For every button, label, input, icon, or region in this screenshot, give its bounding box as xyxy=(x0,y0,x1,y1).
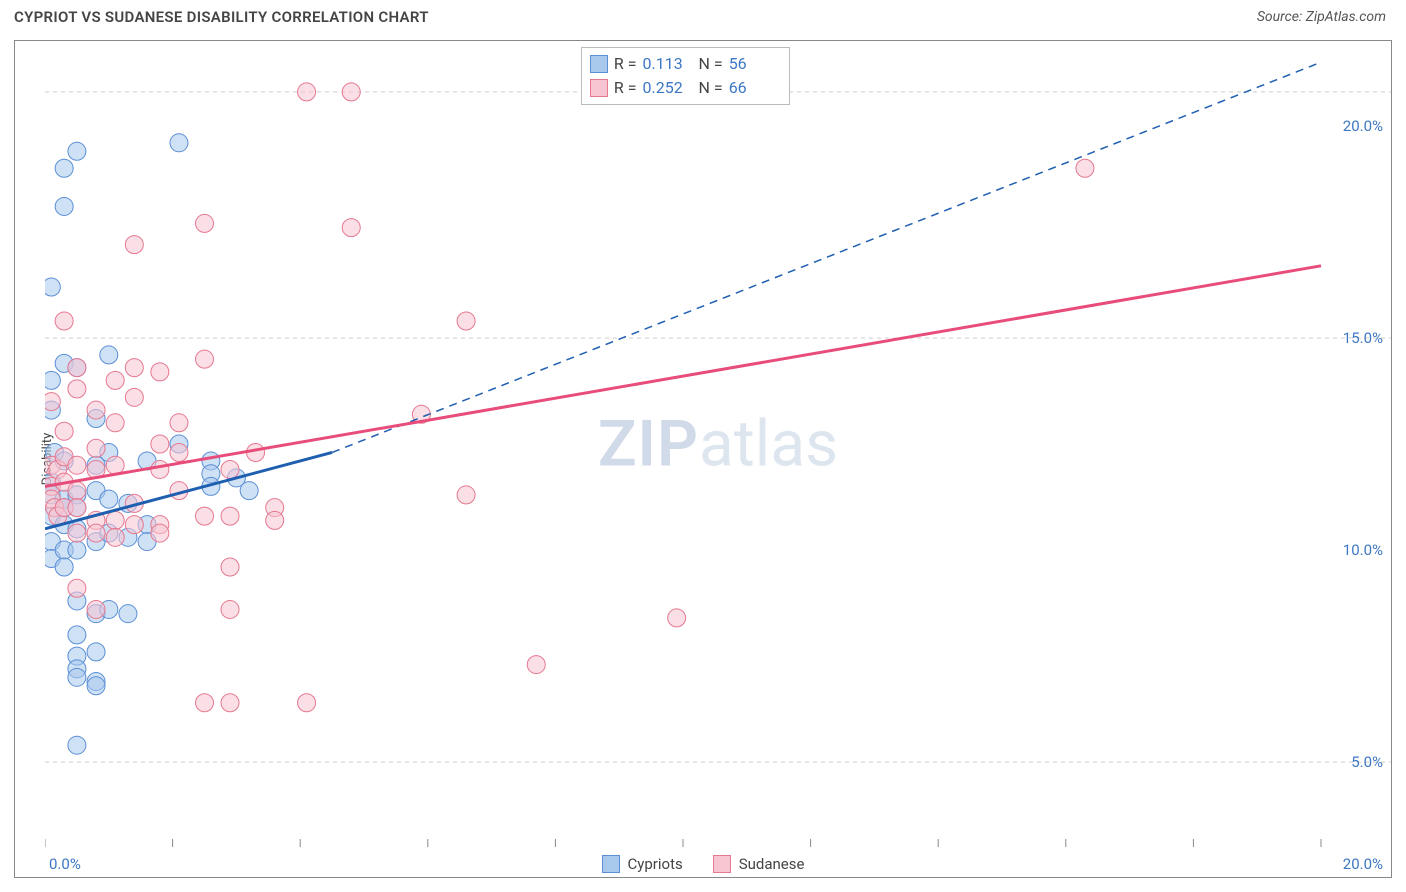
legend-stats: R = 0.113N =56 R = 0.252N =66 xyxy=(581,47,790,105)
data-point-sudanese xyxy=(87,524,105,542)
data-point-cypriots xyxy=(68,142,86,160)
data-point-sudanese xyxy=(196,214,214,232)
data-point-sudanese xyxy=(68,524,86,542)
data-point-sudanese xyxy=(68,579,86,597)
data-point-cypriots xyxy=(170,134,188,152)
data-point-sudanese xyxy=(457,312,475,330)
chart-title: CYPRIOT VS SUDANESE DISABILITY CORRELATI… xyxy=(14,8,429,26)
data-point-sudanese xyxy=(151,363,169,381)
data-point-sudanese xyxy=(125,516,143,534)
data-point-sudanese xyxy=(106,511,124,529)
y-tick-label: 20.0% xyxy=(1343,117,1383,135)
data-point-sudanese xyxy=(106,456,124,474)
legend-swatch-cypriots xyxy=(590,55,608,73)
data-point-sudanese xyxy=(668,609,686,627)
y-tick-label: 15.0% xyxy=(1343,329,1383,347)
data-point-sudanese xyxy=(221,694,239,712)
data-point-sudanese xyxy=(106,371,124,389)
data-point-sudanese xyxy=(106,414,124,432)
y-tick-label: 10.0% xyxy=(1343,541,1383,559)
data-point-sudanese xyxy=(68,499,86,517)
data-point-cypriots xyxy=(55,197,73,215)
data-point-sudanese xyxy=(298,83,316,101)
legend-series: Cypriots Sudanese xyxy=(15,855,1391,873)
r-value: 0.113 xyxy=(643,52,693,76)
legend-swatch-sudanese xyxy=(590,79,608,97)
data-point-sudanese xyxy=(527,656,545,674)
data-point-sudanese xyxy=(125,236,143,254)
y-tick-label: 5.0% xyxy=(1351,753,1383,771)
data-point-sudanese xyxy=(68,380,86,398)
data-point-sudanese xyxy=(221,460,239,478)
data-point-sudanese xyxy=(170,414,188,432)
data-point-cypriots xyxy=(45,371,60,389)
data-point-cypriots xyxy=(100,346,118,364)
scatter-svg: 5.0% 10.0% 15.0% 20.0% xyxy=(45,41,1391,847)
data-point-sudanese xyxy=(221,558,239,576)
data-point-sudanese xyxy=(106,528,124,546)
data-point-sudanese xyxy=(45,393,60,411)
data-point-sudanese xyxy=(221,507,239,525)
data-point-sudanese xyxy=(342,83,360,101)
legend-label: Cypriots xyxy=(628,855,683,873)
data-point-cypriots xyxy=(45,278,60,296)
data-point-sudanese xyxy=(68,456,86,474)
n-value: 66 xyxy=(729,76,779,100)
legend-stats-row-cypriots: R = 0.113N =56 xyxy=(590,52,779,76)
legend-item-cypriots: Cypriots xyxy=(602,855,683,873)
data-point-cypriots xyxy=(55,159,73,177)
x-min-label: 0.0% xyxy=(49,855,81,873)
data-point-sudanese xyxy=(151,435,169,453)
legend-swatch-sudanese xyxy=(713,855,731,873)
plot-area: 5.0%10.0%15.0%20.0% ZIPatlas R =0.113N =… xyxy=(45,41,1391,847)
data-point-cypriots xyxy=(87,643,105,661)
n-label: N = xyxy=(699,52,723,76)
data-point-sudanese xyxy=(55,312,73,330)
data-point-sudanese xyxy=(221,600,239,618)
data-point-sudanese xyxy=(457,486,475,504)
data-point-sudanese xyxy=(151,460,169,478)
r-value: 0.252 xyxy=(643,76,693,100)
r-label: R = xyxy=(614,76,637,100)
data-point-cypriots xyxy=(68,668,86,686)
data-point-cypriots xyxy=(68,626,86,644)
legend-item-sudanese: Sudanese xyxy=(713,855,805,873)
legend-swatch-cypriots xyxy=(602,855,620,873)
data-point-sudanese xyxy=(342,219,360,237)
data-point-sudanese xyxy=(298,694,316,712)
data-point-cypriots xyxy=(100,490,118,508)
data-point-sudanese xyxy=(87,401,105,419)
data-point-sudanese xyxy=(151,524,169,542)
data-point-cypriots xyxy=(240,482,258,500)
x-max-label: 20.0% xyxy=(1343,855,1383,873)
data-point-sudanese xyxy=(87,600,105,618)
data-point-sudanese xyxy=(55,422,73,440)
legend-label: Sudanese xyxy=(739,855,805,873)
chart-container: Disability 5.0%10.0%15.0%20.0% ZIPatlas … xyxy=(14,40,1392,878)
n-value: 56 xyxy=(729,52,779,76)
data-point-sudanese xyxy=(196,694,214,712)
data-point-cypriots xyxy=(68,541,86,559)
r-label: R = xyxy=(614,52,637,76)
data-point-sudanese xyxy=(125,388,143,406)
data-point-sudanese xyxy=(87,439,105,457)
n-label: N = xyxy=(699,76,723,100)
data-point-sudanese xyxy=(125,359,143,377)
data-point-sudanese xyxy=(170,443,188,461)
data-point-sudanese xyxy=(266,511,284,529)
data-point-sudanese xyxy=(68,482,86,500)
data-point-cypriots xyxy=(87,677,105,695)
data-point-sudanese xyxy=(68,359,86,377)
data-point-cypriots xyxy=(55,558,73,576)
legend-stats-row-sudanese: R = 0.252N =66 xyxy=(590,76,779,100)
source-label: Source: ZipAtlas.com xyxy=(1257,9,1386,25)
data-point-sudanese xyxy=(196,507,214,525)
data-point-cypriots xyxy=(119,605,137,623)
data-point-sudanese xyxy=(196,350,214,368)
data-point-cypriots xyxy=(68,736,86,754)
data-point-sudanese xyxy=(1076,159,1094,177)
